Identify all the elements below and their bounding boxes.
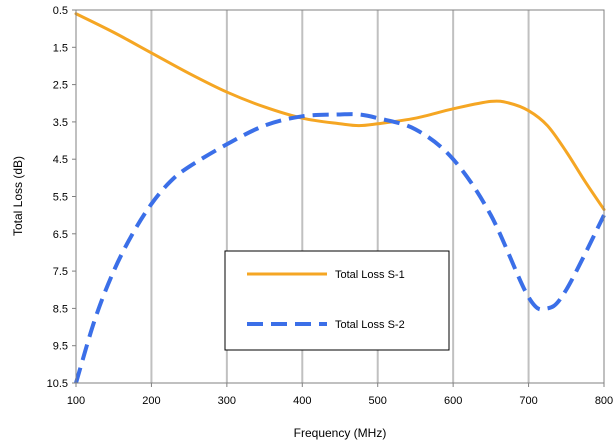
x-tick-label: 500 [369, 395, 387, 407]
y-tick-label: 7.5 [53, 266, 68, 278]
y-axis-title: Total Loss (dB) [11, 156, 25, 236]
y-tick-label: 1.5 [53, 42, 68, 54]
legend-box [224, 250, 450, 351]
x-axis-title: Frequency (MHz) [294, 426, 387, 440]
x-tick-label: 600 [444, 395, 462, 407]
y-tick-label: 8.5 [53, 303, 68, 315]
x-axis-ticks: 100 200 300 400 500 600 700 800 [67, 383, 613, 407]
y-tick-label: 3.5 [53, 117, 68, 129]
y-tick-label: 0.5 [53, 5, 68, 17]
series-line-1 [74, 12, 606, 212]
y-tick-label: 2.5 [53, 80, 68, 92]
legend-label-2: Total Loss S-2 [335, 319, 405, 331]
y-tick-label: 10.5 [47, 378, 68, 390]
x-tick-label: 400 [293, 395, 311, 407]
y-axis-ticks: 0.5 1.5 2.5 3.5 4.5 5.5 6.5 7.5 8.5 9.5 10.5 [47, 5, 76, 390]
y-tick-label: 4.5 [53, 154, 68, 166]
legend-label-1: Total Loss S-1 [335, 269, 405, 281]
y-tick-label: 9.5 [53, 341, 68, 353]
y-tick-label: 5.5 [53, 192, 68, 204]
x-tick-label: 200 [142, 395, 160, 407]
x-tick-label: 300 [218, 395, 236, 407]
x-tick-label: 100 [67, 395, 85, 407]
x-tick-label: 800 [595, 395, 613, 407]
y-tick-label: 6.5 [53, 229, 68, 241]
grid-lines [150, 10, 530, 383]
legend: Total Loss S-1 Total Loss S-2 [224, 250, 450, 351]
x-tick-label: 700 [519, 395, 537, 407]
series-layer [74, 12, 606, 384]
